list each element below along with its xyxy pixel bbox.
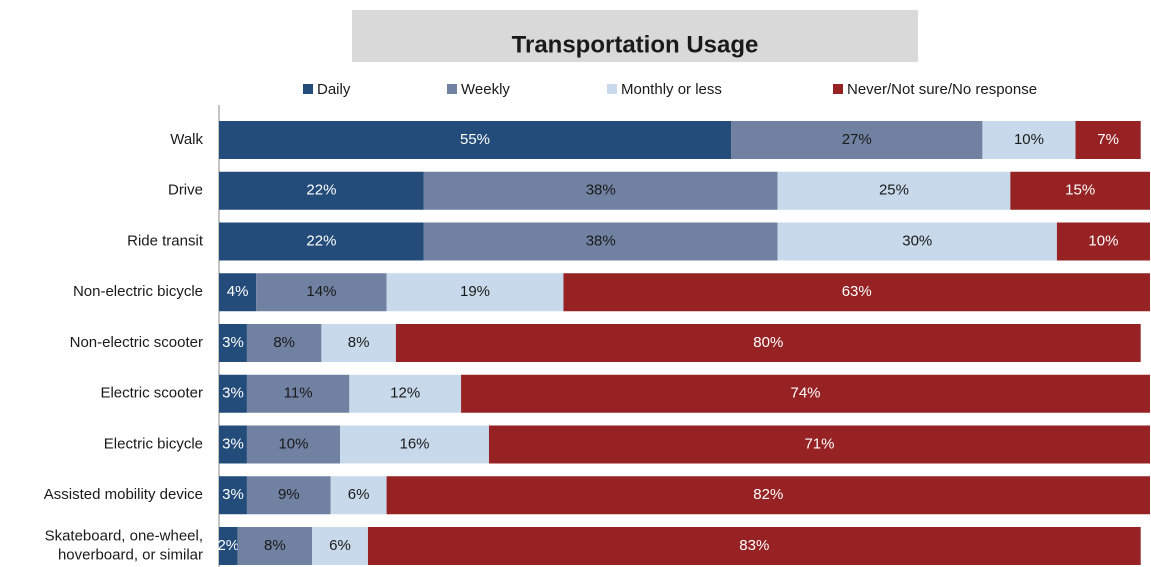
- value-label: 6%: [348, 486, 370, 503]
- bar-segment: [349, 374, 462, 413]
- legend-swatch: [303, 84, 313, 94]
- chart-title: Transportation Usage: [512, 31, 759, 58]
- legend-label: Never/Not sure/No response: [847, 81, 1037, 98]
- value-label: 22%: [306, 232, 336, 249]
- bar-segment: [1010, 171, 1150, 210]
- value-label: 25%: [879, 182, 909, 199]
- value-label: 83%: [739, 537, 769, 554]
- bar-segment: [395, 324, 1141, 362]
- bar-segment: [237, 527, 313, 565]
- value-label: 9%: [278, 486, 300, 503]
- bar-segment: [219, 476, 247, 515]
- value-label: 27%: [842, 131, 872, 148]
- bar-segment: [246, 425, 341, 464]
- bar-segment: [982, 121, 1076, 159]
- bar-segment: [219, 374, 247, 413]
- value-label: 3%: [222, 486, 244, 503]
- bar-segment: [777, 222, 1057, 261]
- value-label: 4%: [227, 283, 249, 300]
- bar-segment: [256, 273, 387, 312]
- value-label: 55%: [460, 131, 490, 148]
- category-label: Electric bicycle: [104, 435, 203, 452]
- legend-label: Monthly or less: [621, 81, 722, 98]
- bar-segment: [423, 171, 778, 210]
- title-box: [352, 10, 918, 62]
- value-label: 82%: [753, 486, 783, 503]
- bar-segment: [563, 273, 1150, 312]
- bar-segment: [340, 425, 489, 464]
- value-label: 16%: [399, 435, 429, 452]
- bar-segment: [219, 324, 247, 362]
- category-label: Non-electric scooter: [70, 334, 203, 351]
- bar-segment: [386, 273, 564, 312]
- value-label: 6%: [329, 537, 351, 554]
- legend-swatch: [447, 84, 457, 94]
- value-label: 10%: [278, 435, 308, 452]
- value-label: 74%: [791, 385, 821, 402]
- bar-segment: [423, 222, 778, 261]
- value-label: 14%: [306, 283, 336, 300]
- category-label: Walk: [170, 131, 203, 148]
- bar-segment: [1075, 121, 1141, 159]
- value-label: 15%: [1065, 182, 1095, 199]
- category-label: Non-electric bicycle: [73, 283, 203, 300]
- value-label: 71%: [804, 435, 834, 452]
- legend-swatch: [833, 84, 843, 94]
- bar-segment: [731, 121, 983, 159]
- value-label: 19%: [460, 283, 490, 300]
- value-label: 38%: [586, 182, 616, 199]
- bar-segment: [488, 425, 1150, 464]
- value-label: 80%: [753, 334, 783, 351]
- value-label: 8%: [348, 334, 370, 351]
- bar-segment: [312, 527, 368, 565]
- bar-segment: [246, 324, 322, 362]
- value-label: 8%: [273, 334, 295, 351]
- bar-segment: [386, 476, 1151, 515]
- bar-segment: [246, 476, 331, 515]
- bar-segment: [219, 425, 247, 464]
- bar-segment: [219, 527, 238, 565]
- legend-label: Weekly: [461, 81, 510, 98]
- bar-segment: [1056, 222, 1150, 261]
- bar-segment: [246, 374, 350, 413]
- category-label: Assisted mobility device: [44, 486, 203, 503]
- category-label: Electric scooter: [100, 385, 203, 402]
- value-label: 38%: [586, 232, 616, 249]
- value-label: 3%: [222, 334, 244, 351]
- category-label: Drive: [168, 182, 203, 199]
- value-label: 63%: [842, 283, 872, 300]
- value-label: 2%: [217, 537, 239, 554]
- value-label: 11%: [284, 385, 313, 402]
- value-label: 12%: [390, 385, 420, 402]
- value-label: 8%: [264, 537, 286, 554]
- value-label: 3%: [222, 435, 244, 452]
- value-label: 10%: [1088, 232, 1118, 249]
- category-label: Ride transit: [127, 232, 204, 249]
- value-label: 3%: [222, 385, 244, 402]
- bar-segment: [461, 374, 1150, 413]
- value-label: 7%: [1097, 131, 1119, 148]
- bar-segment: [330, 476, 387, 515]
- bar-segment: [777, 171, 1011, 210]
- category-label: Skateboard, one-wheel, hoverboard, or sim…: [45, 527, 203, 563]
- bar-segment: [321, 324, 396, 362]
- legend-label: Daily: [317, 81, 351, 98]
- value-label: 22%: [306, 182, 336, 199]
- value-label: 10%: [1014, 131, 1044, 148]
- bar-segment: [219, 171, 424, 210]
- legend-swatch: [607, 84, 617, 94]
- bar-segment: [219, 273, 257, 312]
- bar-segment: [219, 121, 732, 159]
- value-label: 30%: [902, 232, 932, 249]
- bar-segment: [219, 222, 424, 261]
- bar-segment: [367, 527, 1141, 565]
